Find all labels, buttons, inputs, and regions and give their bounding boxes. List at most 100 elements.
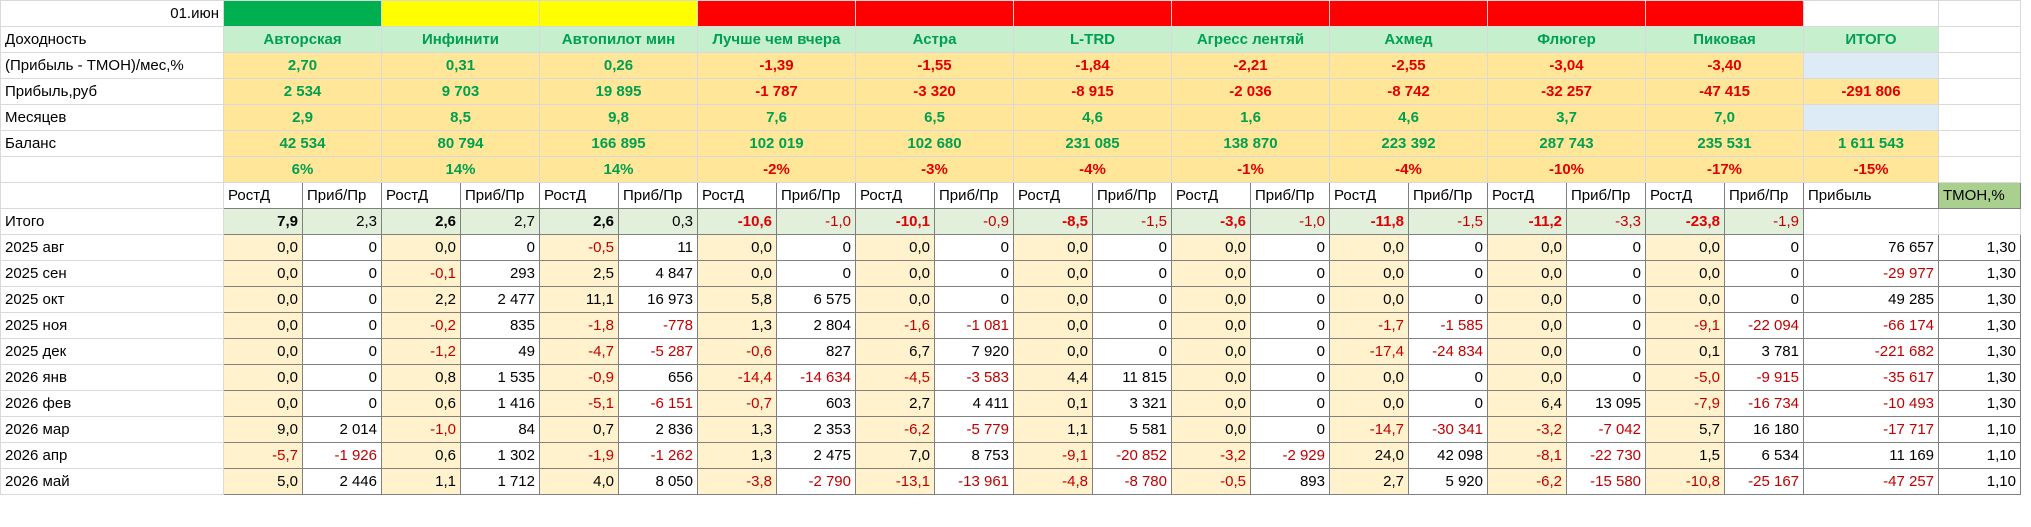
prib-cell: 7 920 — [934, 338, 1014, 365]
month-label: 2025 дек — [0, 338, 224, 365]
metric-profit: -47 415 — [1645, 78, 1804, 105]
prib-cell: -3 583 — [934, 364, 1014, 391]
metric-profit: -2 036 — [1171, 78, 1330, 105]
rost-cell: -0,7 — [697, 390, 777, 417]
prib-cell: 0 — [1408, 364, 1488, 391]
month-profit: -221 682 — [1803, 338, 1939, 365]
rost-cell: 5,7 — [1645, 416, 1725, 443]
rost-cell: 0,7 — [539, 416, 619, 443]
rost-cell: 0,0 — [1487, 286, 1567, 313]
prib-cell: 0 — [1250, 260, 1330, 287]
rost-cell: 0,0 — [1329, 286, 1409, 313]
row: 2025 сен 0,0 0 -0,1 293 2,5 4 847 0,0 0 0,0 0 0,0 0 0… — [0, 260, 2021, 287]
total-prib: -1,9 — [1724, 208, 1804, 235]
rost-cell: -17,4 — [1329, 338, 1409, 365]
metric-tmon: 0,31 — [381, 52, 540, 79]
metric-share: -10% — [1487, 156, 1646, 183]
prib-cell: 0 — [1092, 338, 1172, 365]
rost-cell: 0,0 — [1329, 364, 1409, 391]
row: 2025 дек 0,0 0 -1,2 49 -4,7 -5 287 -0,6 827 6,7 7 … — [0, 338, 2021, 365]
rost-cell: -3,2 — [1171, 442, 1251, 469]
prib-cell: 0 — [1566, 234, 1646, 261]
prib-cell: 0 — [1408, 390, 1488, 417]
prib-cell: 0 — [1408, 234, 1488, 261]
blank — [1803, 208, 1939, 235]
row-label: Прибыль,руб — [0, 78, 224, 105]
prib-cell: 0 — [1408, 286, 1488, 313]
prib-cell: 11 815 — [1092, 364, 1172, 391]
prib-cell: -25 167 — [1724, 468, 1804, 495]
row: 2026 апр -5,7 -1 926 0,6 1 302 -1,9 -1 262 1,3 2… — [0, 442, 2021, 469]
rost-cell: 0,0 — [223, 364, 303, 391]
column-header: Приб/Пр — [1092, 182, 1172, 209]
prib-cell: 0 — [1250, 286, 1330, 313]
prib-cell: 0 — [1092, 312, 1172, 339]
strategy-name: L-TRD — [1013, 26, 1172, 53]
metric-profit: -32 257 — [1487, 78, 1646, 105]
status-bar — [855, 0, 1014, 27]
prib-cell: 3 781 — [1724, 338, 1804, 365]
row: 01.июн — [0, 0, 2021, 27]
row: Доходность Авторская Инфинити Автопилот мин… — [0, 26, 2021, 53]
rost-cell: -14,7 — [1329, 416, 1409, 443]
prib-cell: -8 780 — [1092, 468, 1172, 495]
month-label: 2026 апр — [0, 442, 224, 469]
status-bar — [381, 0, 540, 27]
metric-share: 14% — [381, 156, 540, 183]
rost-cell: -1,0 — [381, 416, 461, 443]
prib-cell: -16 734 — [1724, 390, 1804, 417]
blank — [1938, 156, 2021, 183]
prib-cell: 893 — [1250, 468, 1330, 495]
rost-cell: -4,7 — [539, 338, 619, 365]
status-bar — [1645, 0, 1804, 27]
date: 01.июн — [0, 0, 224, 27]
metric-months: 8,5 — [381, 104, 540, 131]
prib-cell: 0 — [1724, 286, 1804, 313]
prib-cell: 293 — [460, 260, 540, 287]
rost-cell: 0,0 — [1171, 364, 1251, 391]
prib-cell: 49 — [460, 338, 540, 365]
metric-share: 6% — [223, 156, 382, 183]
rost-cell: 0,0 — [1171, 416, 1251, 443]
rost-cell: 0,0 — [855, 260, 935, 287]
rost-cell: 4,0 — [539, 468, 619, 495]
prib-cell: -13 961 — [934, 468, 1014, 495]
column-header: Приб/Пр — [1408, 182, 1488, 209]
month-label: 2025 окт — [0, 286, 224, 313]
metric-tmon: -1,84 — [1013, 52, 1172, 79]
month-label: 2025 ноя — [0, 312, 224, 339]
metric-months: 4,6 — [1013, 104, 1172, 131]
metric-share: -2% — [697, 156, 856, 183]
total-rost: -23,8 — [1645, 208, 1725, 235]
prib-cell: 0 — [1250, 390, 1330, 417]
strategy-name: Лучше чем вчера — [697, 26, 856, 53]
month-profit: -17 717 — [1803, 416, 1939, 443]
rost-cell: 0,0 — [1171, 312, 1251, 339]
rost-cell: -9,1 — [1645, 312, 1725, 339]
column-header: Приб/Пр — [302, 182, 382, 209]
blank — [1803, 52, 1939, 79]
rost-cell: 1,5 — [1645, 442, 1725, 469]
prib-cell: 0 — [302, 312, 382, 339]
total-rost: -8,5 — [1013, 208, 1093, 235]
column-header: Приб/Пр — [1250, 182, 1330, 209]
rost-cell: 0,0 — [1487, 338, 1567, 365]
prib-cell: 2 804 — [776, 312, 856, 339]
column-header: РостД — [697, 182, 777, 209]
prib-cell: -1 926 — [302, 442, 382, 469]
prib-cell: 1 712 — [460, 468, 540, 495]
rost-cell: -4,5 — [855, 364, 935, 391]
prib-cell: 0 — [1408, 260, 1488, 287]
status-bar — [1171, 0, 1330, 27]
total-prib: -1,0 — [1250, 208, 1330, 235]
prib-cell: 0 — [1092, 234, 1172, 261]
prib-cell: 8 050 — [618, 468, 698, 495]
metric-tmon: -1,55 — [855, 52, 1014, 79]
column-header: Приб/Пр — [618, 182, 698, 209]
prib-cell: -14 634 — [776, 364, 856, 391]
row: 2025 авг 0,0 0 0,0 0 -0,5 11 0,0 0 0,0 0 0,0 0 0,0 0 0,… — [0, 234, 2021, 261]
total-prib: 0,3 — [618, 208, 698, 235]
rost-cell: 0,0 — [1013, 234, 1093, 261]
column-header: Приб/Пр — [934, 182, 1014, 209]
